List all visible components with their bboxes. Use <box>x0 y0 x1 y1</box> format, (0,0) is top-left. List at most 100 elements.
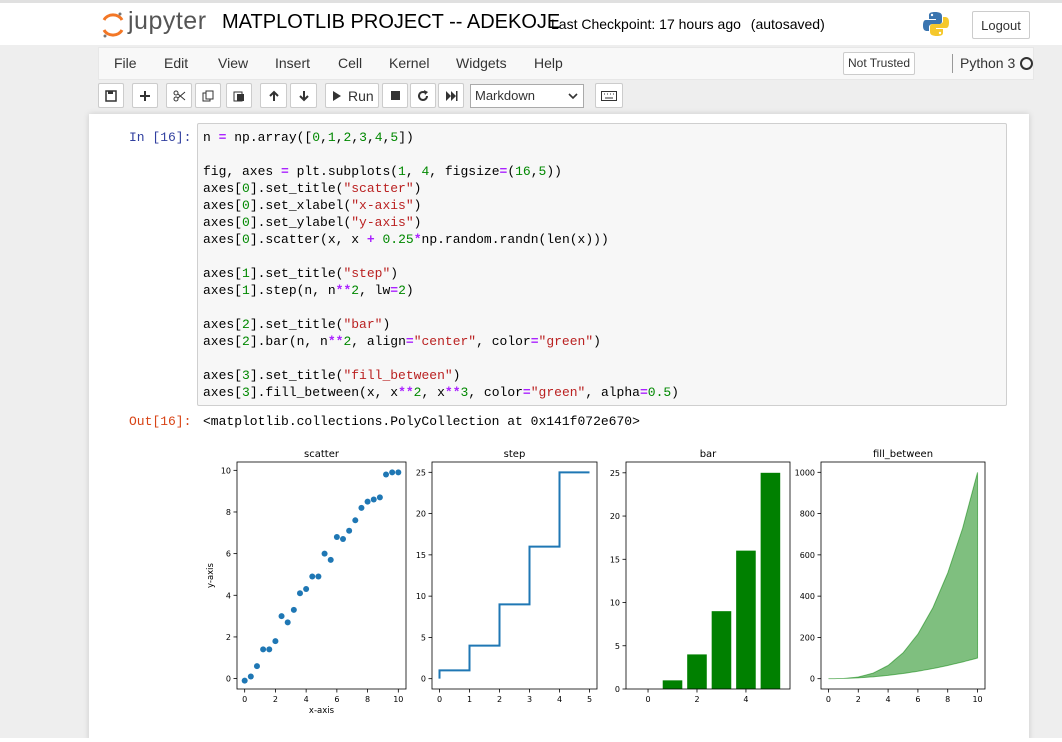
restart-icon <box>418 89 428 101</box>
chart-3-xtick-label: 0 <box>826 695 831 704</box>
chart-0-xtick-label: 6 <box>334 695 339 704</box>
menu-view[interactable]: View <box>218 55 249 71</box>
plus-icon <box>140 90 150 101</box>
paste-icon <box>233 91 244 101</box>
chart-2-ytick-label: 20 <box>610 512 620 521</box>
chart-0-title: scatter <box>304 449 340 460</box>
chart-0-point <box>389 469 396 476</box>
chart-0-point <box>327 556 334 563</box>
keyboard-icon <box>601 90 617 101</box>
output-prompt: Out[16]: <box>129 414 192 429</box>
chart-0-ytick-label: 6 <box>226 550 231 559</box>
kernel-name[interactable]: Python 3 <box>960 55 1016 71</box>
logout-button[interactable]: Logout <box>972 11 1030 39</box>
chart-2-ytick-label: 25 <box>610 469 620 478</box>
notebook-name[interactable]: MATPLOTLIB PROJECT -- ADEKOJE <box>222 11 561 33</box>
chart-1-ytick-label: 20 <box>416 510 426 519</box>
chart-0-point <box>383 471 390 478</box>
logo-text: jupyter <box>128 7 207 35</box>
chart-3-ytick-label: 1000 <box>795 468 815 477</box>
chart-1-xtick-label: 2 <box>497 695 502 704</box>
kernel-idle-icon <box>1020 57 1033 70</box>
header: jupyter MATPLOTLIB PROJECT -- ADEKOJE La… <box>0 3 1062 45</box>
save-button[interactable] <box>98 83 124 108</box>
chart-0-point <box>370 496 377 503</box>
chart-1-xtick-label: 4 <box>557 695 562 704</box>
chart-0-point <box>352 517 359 524</box>
not-trusted-button[interactable]: Not Trusted <box>843 52 916 75</box>
cell-type-value: Markdown <box>475 88 535 103</box>
chart-0-point <box>290 606 297 613</box>
menubar: File Edit View Insert Cell Kernel Widget… <box>98 47 1034 80</box>
chart-1-xtick-label: 0 <box>437 695 442 704</box>
chart-2-xtick-label: 0 <box>645 695 650 704</box>
chart-0-xtick-label: 2 <box>273 695 278 704</box>
code-content[interactable]: n = np.array([0,1,2,3,4,5]) fig, axes = … <box>203 130 679 400</box>
chevron-down-icon <box>568 85 578 114</box>
menu-file[interactable]: File <box>114 55 137 71</box>
menu-kernel[interactable]: Kernel <box>389 55 430 71</box>
jupyter-logo[interactable]: jupyter <box>101 7 226 40</box>
chart-0-point <box>278 613 285 620</box>
paste-button[interactable] <box>226 83 252 108</box>
chart-1-ytick-label: 5 <box>421 633 426 642</box>
command-palette-button[interactable] <box>595 83 623 108</box>
chart-0-point <box>321 550 328 557</box>
chart-2-ytick-label: 0 <box>615 685 620 694</box>
chart-3-xtick-label: 8 <box>945 695 950 704</box>
chart-3-ytick-label: 800 <box>800 510 815 519</box>
restart-button[interactable] <box>410 83 436 108</box>
chart-0-ytick-label: 2 <box>226 633 231 642</box>
menu-edit[interactable]: Edit <box>164 55 189 71</box>
chart-1-xtick-label: 5 <box>587 695 592 704</box>
arrow-down-icon <box>298 90 309 101</box>
chart-2-xtick-label: 4 <box>743 695 748 704</box>
chart-0-point <box>247 673 254 680</box>
chart-0-point <box>284 619 291 626</box>
chart-0-ytick-label: 0 <box>226 675 231 684</box>
toolbar: Run Markdown <box>98 82 1034 112</box>
chart-0-point <box>395 469 402 476</box>
move-down-button[interactable] <box>290 83 317 108</box>
chart-2-bar <box>687 654 707 689</box>
chart-1-title: step <box>504 449 526 460</box>
run-label: Run <box>348 87 374 104</box>
menu-widgets[interactable]: Widgets <box>456 55 507 71</box>
chart-3-xtick-label: 6 <box>915 695 920 704</box>
kernel-divider <box>952 54 953 73</box>
menu-insert[interactable]: Insert <box>275 55 311 71</box>
menu-cell[interactable]: Cell <box>338 55 363 71</box>
restart-run-all-button[interactable] <box>438 83 464 108</box>
move-up-button[interactable] <box>260 83 287 108</box>
chart-3-xtick-label: 2 <box>856 695 861 704</box>
insert-cell-button[interactable] <box>132 83 158 108</box>
copy-button[interactable] <box>195 83 221 108</box>
stop-icon <box>390 91 400 100</box>
menu-help[interactable]: Help <box>534 55 563 71</box>
play-icon <box>333 90 341 101</box>
interrupt-button[interactable] <box>382 83 408 108</box>
chart-1-ytick-label: 0 <box>421 675 426 684</box>
chart-1-ytick-label: 25 <box>416 468 426 477</box>
fast-forward-icon <box>445 90 457 101</box>
chart-2-title: bar <box>700 449 717 460</box>
chart-0-xtick-label: 0 <box>242 695 247 704</box>
autosave-text: (autosaved) <box>750 16 825 32</box>
chart-2-bar <box>760 472 781 689</box>
cell-type-select[interactable]: Markdown <box>470 84 584 108</box>
chart-0-xtick-label: 8 <box>365 695 370 704</box>
chart-1-xtick-label: 1 <box>467 695 472 704</box>
chart-2-bar <box>736 550 756 689</box>
cut-button[interactable] <box>166 83 192 108</box>
chart-0-xtick-label: 4 <box>304 695 309 704</box>
run-button[interactable]: Run <box>325 83 379 108</box>
chart-1-step-line <box>438 471 590 679</box>
chart-0-point <box>253 663 260 670</box>
chart-0-point <box>340 536 347 543</box>
code-input-area[interactable] <box>197 123 1007 406</box>
chart-2-bar <box>662 680 683 689</box>
chart-3-axes-frame <box>820 461 986 690</box>
chart-2-ytick-label: 15 <box>610 555 620 564</box>
save-icon <box>105 89 117 102</box>
chart-3-ytick-label: 200 <box>800 633 815 642</box>
